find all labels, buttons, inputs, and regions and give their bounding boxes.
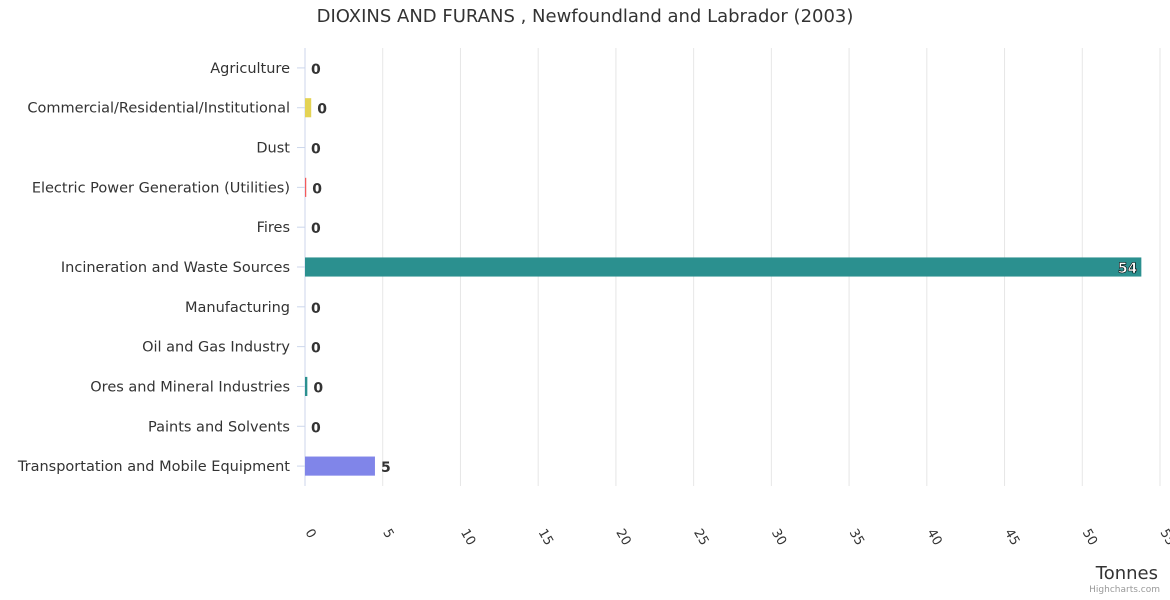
category-label: Fires: [257, 220, 290, 236]
x-tick-label: 10: [457, 527, 478, 549]
x-tick-label: 45: [1001, 527, 1022, 549]
bar: [305, 456, 375, 476]
x-tick-label: 50: [1079, 527, 1100, 549]
bar: [305, 98, 312, 118]
data-label: 0: [311, 420, 321, 436]
x-tick-label: 5: [379, 527, 396, 542]
data-label: 5: [381, 460, 391, 476]
data-label: 54: [1118, 261, 1138, 277]
x-tick-label: 35: [846, 527, 867, 549]
category-label: Incineration and Waste Sources: [61, 260, 290, 276]
x-tick-label: 55: [1157, 527, 1170, 549]
x-tick-label: 40: [923, 527, 944, 549]
category-label: Oil and Gas Industry: [142, 340, 290, 356]
x-tick-label: 15: [535, 527, 556, 549]
chart-title: DIOXINS AND FURANS , Newfoundland and La…: [316, 6, 854, 27]
data-label: 0: [312, 181, 322, 197]
bar: [305, 376, 308, 397]
category-label: Dust: [256, 141, 290, 157]
credits-link[interactable]: Highcharts.com: [1089, 585, 1160, 595]
x-tick-label: 20: [612, 527, 633, 549]
x-tick-label: 25: [690, 527, 711, 549]
x-tick-label: 0: [302, 527, 319, 542]
category-label: Transportation and Mobile Equipment: [17, 459, 290, 475]
category-label: Manufacturing: [185, 300, 290, 316]
value-axis-title: Tonnes: [1095, 563, 1158, 584]
data-label: 0: [311, 301, 321, 317]
data-label: 0: [311, 221, 321, 237]
category-label: Electric Power Generation (Utilities): [32, 180, 290, 196]
category-label: Paints and Solvents: [148, 419, 290, 435]
category-label: Ores and Mineral Industries: [90, 379, 290, 395]
category-label: Agriculture: [210, 61, 290, 77]
data-label: 0: [311, 62, 321, 78]
x-tick-label: 30: [768, 527, 789, 549]
data-label: 0: [317, 102, 327, 118]
data-label: 0: [311, 142, 321, 158]
category-label: Commercial/Residential/Institutional: [27, 101, 290, 117]
data-label: 0: [313, 380, 323, 396]
bar: [305, 177, 307, 197]
bar: [305, 257, 1142, 277]
data-label: 0: [311, 341, 321, 357]
